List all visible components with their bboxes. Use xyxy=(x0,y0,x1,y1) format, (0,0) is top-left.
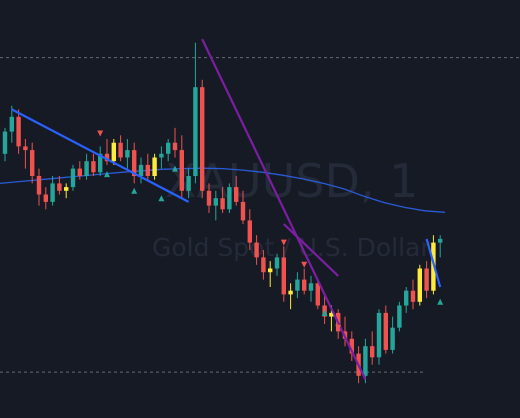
candle-body xyxy=(383,312,388,350)
purple-trendline xyxy=(201,38,367,380)
candle-body xyxy=(9,116,14,132)
candle-body xyxy=(2,131,8,154)
candle-body xyxy=(16,116,21,147)
buy-marker xyxy=(172,165,178,172)
candle-body xyxy=(274,257,280,269)
candle-body xyxy=(57,183,62,191)
candle-body xyxy=(363,346,368,376)
candle-body xyxy=(111,142,116,162)
candle-body xyxy=(376,312,382,358)
candle-body xyxy=(302,279,307,291)
candle-body xyxy=(254,242,259,258)
candle-body xyxy=(50,183,55,202)
sell-marker xyxy=(301,261,308,268)
candle-body xyxy=(213,198,218,206)
candle-body xyxy=(77,168,82,176)
candle-body xyxy=(98,153,103,173)
buy-marker xyxy=(104,171,110,178)
candle-body xyxy=(43,194,48,202)
candle-body xyxy=(438,238,443,243)
candle-body xyxy=(23,146,28,151)
buy-marker xyxy=(321,309,328,316)
candle-body xyxy=(404,290,409,306)
candle-body xyxy=(145,164,150,176)
candle-body xyxy=(104,153,110,162)
sell-marker xyxy=(280,239,287,246)
candle-body xyxy=(138,164,144,176)
candle-body xyxy=(84,161,89,176)
dashed-levels xyxy=(0,57,520,373)
candle-body xyxy=(125,150,130,158)
buy-marker xyxy=(158,195,165,202)
sell-marker xyxy=(97,130,104,137)
watermark-description: Gold Spot / U.S. Dollar xyxy=(152,233,431,262)
candle-body xyxy=(200,87,205,191)
candle-body xyxy=(261,257,266,273)
candle-body xyxy=(193,87,198,176)
candle-body xyxy=(234,187,239,202)
candle-body xyxy=(118,142,123,158)
candle-body xyxy=(424,268,429,291)
sell-marker xyxy=(335,324,342,331)
candle-body xyxy=(152,157,157,176)
candle-body xyxy=(397,305,402,328)
candle-body xyxy=(220,198,225,210)
candle-body xyxy=(329,312,334,317)
candle-body xyxy=(268,268,273,273)
candle-body xyxy=(186,176,191,191)
candle-body xyxy=(349,338,354,354)
candle-body xyxy=(308,283,314,291)
candle-body xyxy=(179,150,184,191)
candle-body xyxy=(30,150,35,176)
candle-body xyxy=(390,327,395,350)
candle-body xyxy=(370,346,375,358)
blue-trendline-2 xyxy=(425,238,442,288)
candle-body xyxy=(91,161,96,173)
buy-marker xyxy=(437,298,444,305)
candle-body xyxy=(247,220,252,243)
candle-body xyxy=(206,190,212,206)
candle-body xyxy=(227,187,232,210)
candle-body xyxy=(36,176,42,195)
candle-body xyxy=(288,290,293,295)
candle-body xyxy=(166,142,171,154)
candle-body xyxy=(315,283,320,306)
candle-body xyxy=(64,187,69,191)
candle-body xyxy=(70,168,76,188)
candle-body xyxy=(281,257,286,295)
candle-body xyxy=(417,268,422,302)
candle-body xyxy=(132,150,137,176)
purple-trendline-2 xyxy=(283,223,339,277)
buy-marker xyxy=(131,187,138,194)
candle-body xyxy=(295,279,300,291)
trend-lines xyxy=(11,38,442,380)
candles xyxy=(2,42,443,384)
candle-body xyxy=(240,201,246,221)
blue-trendline xyxy=(11,108,190,203)
candle-body xyxy=(410,290,416,302)
signal-markers xyxy=(97,130,444,331)
candle-body xyxy=(172,142,178,151)
candle-body xyxy=(159,153,164,158)
